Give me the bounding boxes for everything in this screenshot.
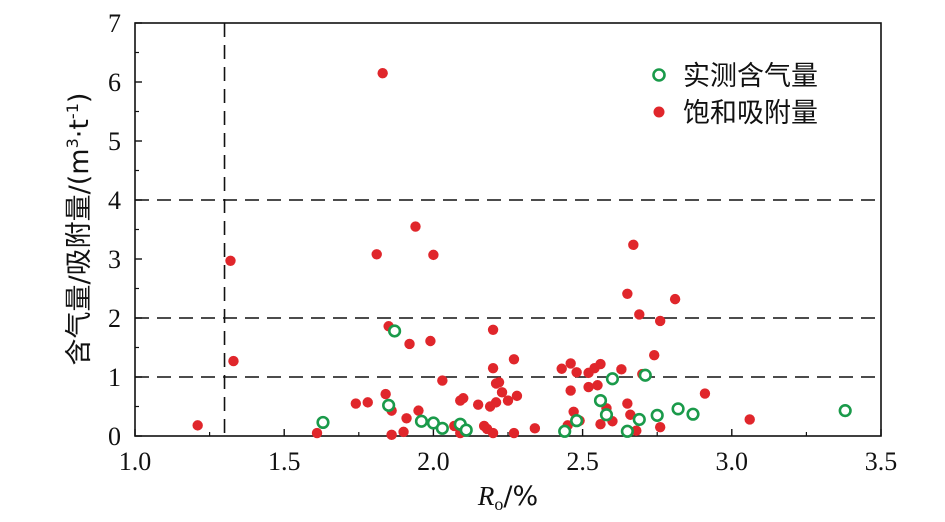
- adsorption-point-45: [571, 367, 582, 378]
- x-tick-label: 2.0: [417, 447, 450, 476]
- adsorption-point-14: [404, 338, 415, 350]
- y-tick-label: 1: [108, 363, 121, 392]
- measured-point-13: [620, 424, 634, 438]
- measured-point-7: [459, 423, 473, 437]
- y-tick-label: 5: [108, 127, 121, 156]
- legend-label-measured: 实测含气量: [683, 61, 818, 92]
- adsorption-point-65: [654, 421, 666, 433]
- x-tick-label: 3.0: [716, 447, 749, 476]
- adsorption-point-1: [225, 255, 236, 266]
- adsorption-point-8: [380, 388, 391, 400]
- measured-point-8: [558, 424, 572, 438]
- adsorption-point-55: [616, 364, 627, 375]
- adsorption-point-35: [502, 395, 514, 406]
- adsorption-point-24: [472, 399, 484, 410]
- measured-point-19: [838, 404, 852, 418]
- adsorption-point-15: [410, 221, 421, 232]
- adsorption-point-60: [631, 425, 642, 436]
- adsorption-point-50: [592, 380, 603, 391]
- adsorption-point-63: [649, 349, 660, 361]
- adsorption-point-67: [699, 388, 711, 399]
- adsorption-point-58: [625, 409, 636, 420]
- x-tick-labels: 1.0 1.5 2.0 2.5 3.0 3.5: [119, 447, 898, 476]
- adsorption-point-34: [496, 387, 508, 398]
- x-axis-title: Ro/%: [477, 481, 538, 514]
- adsorption-point-52: [595, 419, 606, 430]
- adsorption-point-5: [362, 397, 373, 408]
- measured-point-12: [605, 372, 620, 386]
- measured-point-14: [632, 412, 646, 427]
- adsorption-point-0: [192, 420, 203, 431]
- adsorption-point-28: [487, 427, 499, 439]
- measured-point-10: [593, 394, 608, 408]
- adsorption-point-59: [628, 239, 639, 251]
- adsorption-point-37: [508, 427, 520, 439]
- adsorption-point-66: [669, 293, 681, 305]
- y-tick-label: 0: [108, 422, 121, 451]
- adsorption-point-7: [377, 67, 388, 79]
- x-tick-label: 2.5: [566, 447, 599, 476]
- adsorption-point-3: [311, 427, 323, 439]
- measured-point-18: [686, 407, 700, 421]
- adsorption-point-17: [425, 335, 436, 347]
- adsorption-point-4: [350, 398, 362, 409]
- legend-label-adsorption: 饱和吸附量: [683, 98, 818, 129]
- data-markers: [192, 67, 852, 441]
- legend: 实测含气量 饱和吸附量: [652, 61, 818, 129]
- adsorption-point-12: [398, 426, 409, 438]
- y-tick-label: 3: [108, 245, 121, 274]
- x-tick-label: 3.5: [865, 447, 898, 476]
- adsorption-point-43: [565, 358, 576, 369]
- y-axis-title: 含气量/吸附量/(m3·t-1): [63, 93, 95, 366]
- measured-point-2: [388, 324, 402, 338]
- adsorption-point-16: [413, 405, 424, 416]
- y-tick-label: 2: [108, 304, 121, 333]
- y-tick-label: 7: [108, 9, 121, 38]
- adsorption-point-2: [228, 355, 239, 367]
- adsorption-point-39: [529, 423, 541, 434]
- adsorption-point-51: [595, 358, 606, 370]
- adsorption-point-47: [583, 381, 594, 393]
- adsorption-point-42: [565, 385, 576, 396]
- adsorption-point-61: [634, 309, 645, 320]
- measured-point-16: [650, 408, 664, 422]
- adsorption-point-19: [437, 375, 448, 386]
- adsorption-point-56: [622, 288, 633, 300]
- adsorption-point-57: [622, 398, 633, 409]
- adsorption-point-10: [386, 429, 397, 441]
- measured-point-15: [638, 368, 652, 382]
- adsorption-point-29: [487, 324, 499, 335]
- measured-point-11: [599, 408, 614, 422]
- adsorption-point-36: [508, 354, 520, 365]
- y-tick-label: 4: [108, 186, 121, 215]
- adsorption-point-68: [744, 414, 755, 425]
- adsorption-point-31: [490, 397, 502, 408]
- y-tick-label: 6: [108, 68, 121, 97]
- measured-point-5: [435, 421, 449, 435]
- adsorption-point-38: [511, 390, 523, 402]
- adsorption-point-33: [493, 377, 505, 388]
- adsorption-point-23: [458, 393, 469, 404]
- x-tick-label: 1.5: [268, 447, 301, 476]
- adsorption-point-64: [654, 315, 666, 327]
- x-tick-label: 1.0: [119, 447, 152, 476]
- measured-point-0: [316, 415, 330, 430]
- gridlines: [135, 23, 881, 436]
- adsorption-point-40: [556, 363, 567, 374]
- adsorption-point-30: [487, 362, 499, 374]
- axis-ticks: [134, 22, 882, 437]
- measured-point-3: [414, 414, 429, 428]
- adsorption-point-6: [371, 249, 382, 260]
- legend-marker-measured: [652, 68, 666, 82]
- adsorption-point-18: [428, 249, 439, 261]
- measured-point-17: [671, 402, 685, 416]
- measured-point-9: [570, 414, 584, 428]
- adsorption-point-13: [401, 413, 412, 424]
- y-tick-labels: 0 1 2 3 4 5 6 7: [108, 9, 121, 451]
- legend-marker-adsorption: [653, 106, 665, 118]
- measured-point-1: [382, 398, 396, 412]
